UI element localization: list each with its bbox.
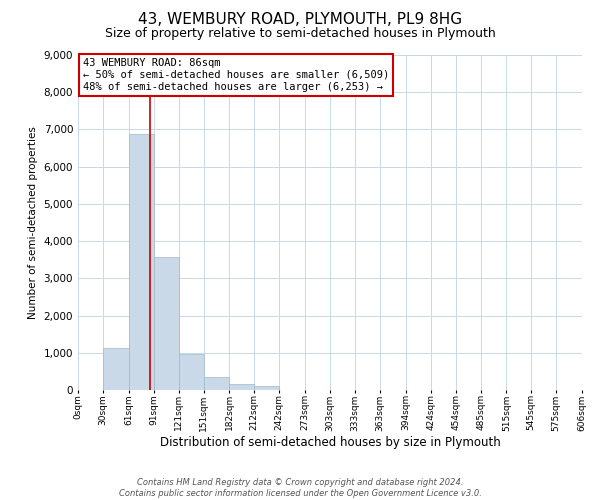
Text: 43, WEMBURY ROAD, PLYMOUTH, PL9 8HG: 43, WEMBURY ROAD, PLYMOUTH, PL9 8HG (138, 12, 462, 28)
Bar (203, 377, 229, 390)
Text: Contains HM Land Registry data © Crown copyright and database right 2024.
Contai: Contains HM Land Registry data © Crown c… (119, 478, 481, 498)
Y-axis label: Number of semi-detached properties: Number of semi-detached properties (28, 126, 38, 319)
Bar (179, 354, 203, 390)
X-axis label: Distribution of semi-detached houses by size in Plymouth: Distribution of semi-detached houses by … (160, 436, 500, 449)
Bar (254, 386, 279, 390)
Text: 43 WEMBURY ROAD: 86sqm
← 50% of semi-detached houses are smaller (6,509)
48% of : 43 WEMBURY ROAD: 86sqm ← 50% of semi-det… (83, 58, 389, 92)
Bar (129, 134, 154, 390)
Bar (154, 258, 179, 390)
Bar (103, 348, 129, 390)
Bar (229, 384, 254, 390)
Text: Size of property relative to semi-detached houses in Plymouth: Size of property relative to semi-detach… (104, 28, 496, 40)
